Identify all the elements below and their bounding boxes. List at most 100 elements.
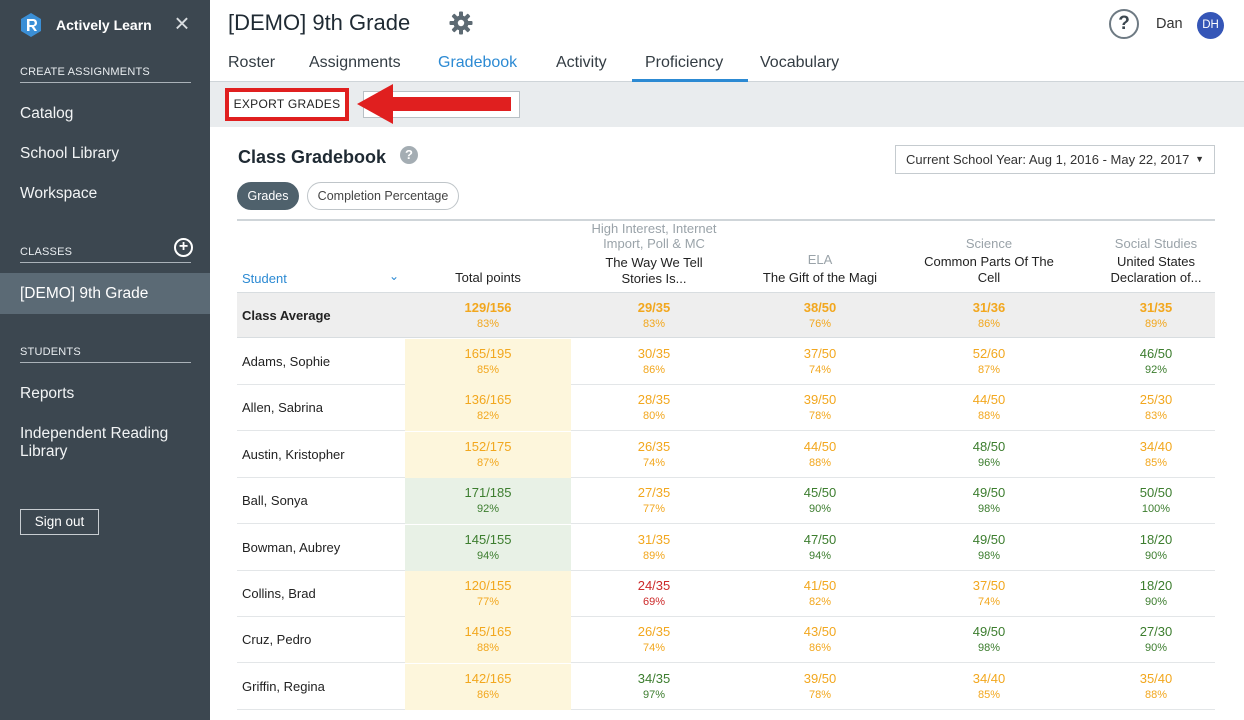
grade-cell[interactable]: 136/165 82% (405, 385, 571, 432)
grade-cell[interactable]: 45/50 90% (737, 478, 903, 524)
grade-cell[interactable]: 120/155 77% (405, 571, 571, 617)
tab-vocabulary[interactable]: Vocabulary (760, 54, 840, 71)
grade-cell[interactable]: 38/50 76% (737, 293, 903, 339)
student-column-header[interactable]: Student (242, 271, 287, 286)
close-icon[interactable]: × (174, 8, 190, 38)
grade-cell[interactable]: 43/50 86% (737, 617, 903, 663)
grade-percent: 86% (476, 688, 500, 701)
grade-cell[interactable]: 37/50 74% (737, 339, 903, 385)
grade-cell[interactable]: 39/50 78% (737, 664, 903, 710)
student-name[interactable]: Austin, Kristopher (242, 446, 345, 462)
grade-cell[interactable]: 27/35 77% (571, 478, 737, 524)
column-header-assignment[interactable]: Social Studies United States Declaration… (1075, 219, 1237, 291)
grade-cell[interactable]: 49/50 98% (907, 617, 1071, 663)
gradebook-help-icon[interactable]: ? (400, 146, 418, 164)
column-header-total-points[interactable]: Total points (405, 219, 571, 291)
table-row[interactable]: Austin, Kristopher 152/175 87% 26/35 74% 44/5… (237, 431, 1215, 478)
grade-cell[interactable]: 165/195 85% (405, 339, 571, 385)
grade-cell[interactable]: 44/50 88% (907, 385, 1071, 431)
school-year-select[interactable]: Current School Year: Aug 1, 2016 - May 2… (895, 145, 1215, 174)
column-header-assignment[interactable]: ELA The Gift of the Magi (737, 219, 903, 291)
grade-cell[interactable]: 152/175 87% (405, 431, 571, 478)
grade-cell[interactable]: 28/35 80% (571, 385, 737, 431)
grade-cell[interactable]: 129/156 83% (405, 293, 571, 339)
completion-percentage-view-toggle[interactable]: Completion Percentage (307, 182, 459, 210)
export-grades-button[interactable]: EXPORT GRADES (225, 88, 349, 121)
sidebar-item-catalog[interactable]: Catalog (20, 105, 74, 122)
sign-out-button[interactable]: Sign out (20, 509, 99, 535)
sidebar-item-independent-reading-library[interactable]: Independent Reading Library (20, 425, 169, 460)
table-row[interactable]: Cruz, Pedro 145/165 88% 26/35 74% 43/50 86% 49/… (237, 617, 1215, 664)
grade-cell[interactable]: 27/30 90% (1075, 617, 1237, 663)
sidebar-item-demo-9th-grade[interactable]: [DEMO] 9th Grade (0, 273, 210, 314)
grade-cell[interactable]: 29/35 83% (571, 293, 737, 339)
tab-proficiency[interactable]: Proficiency (645, 54, 724, 71)
column-category: Social Studies (1114, 236, 1198, 251)
table-row[interactable]: Griffin, Regina 142/165 86% 34/35 97% 39/50 78… (237, 663, 1215, 710)
grade-cell[interactable]: 171/185 92% (405, 478, 571, 525)
grade-cell[interactable]: 44/50 88% (737, 432, 903, 478)
table-row[interactable]: Collins, Brad 120/155 77% 24/35 69% 41/50 82% 3… (237, 571, 1215, 617)
student-name[interactable]: Ball, Sonya (242, 493, 308, 509)
gradebook-title: Class Gradebook (238, 147, 387, 167)
grade-score: 129/156 (464, 300, 512, 315)
grade-cell[interactable]: 31/35 89% (1075, 293, 1237, 339)
grade-cell[interactable]: 34/35 97% (571, 664, 737, 710)
table-row[interactable]: Ball, Sonya 171/185 92% 27/35 77% 45/50 90% 49/… (237, 478, 1215, 525)
grade-score: 44/50 (803, 438, 837, 454)
grade-cell[interactable]: 35/40 88% (1075, 664, 1237, 710)
student-name[interactable]: Adams, Sophie (242, 354, 331, 369)
tab-activity[interactable]: Activity (556, 54, 607, 71)
grade-cell[interactable]: 26/35 74% (571, 617, 737, 663)
sidebar-item-school-library[interactable]: School Library (20, 145, 120, 162)
gear-icon[interactable] (449, 11, 473, 35)
grade-cell[interactable]: 41/50 82% (737, 571, 903, 617)
grade-cell[interactable]: 31/36 86% (907, 293, 1071, 339)
tab-roster[interactable]: Roster (228, 54, 276, 71)
tab-gradebook[interactable]: Gradebook (438, 54, 518, 71)
grade-cell[interactable]: 24/35 69% (571, 571, 737, 617)
grade-cell[interactable]: 46/50 92% (1075, 339, 1237, 385)
grades-view-toggle[interactable]: Grades (237, 182, 299, 210)
student-name[interactable]: Collins, Brad (242, 586, 316, 601)
grade-cell[interactable]: 34/40 85% (907, 664, 1071, 710)
grade-cell[interactable]: 145/165 88% (405, 617, 571, 664)
grade-cell[interactable]: 39/50 78% (737, 385, 903, 431)
grade-cell[interactable]: 18/20 90% (1075, 525, 1237, 571)
brand-name: Actively Learn (56, 17, 152, 33)
grade-cell[interactable]: 50/50 100% (1075, 478, 1237, 524)
grade-cell[interactable]: 26/35 74% (571, 432, 737, 478)
grade-cell[interactable]: 30/35 86% (571, 339, 737, 385)
grade-cell[interactable]: 52/60 87% (907, 339, 1071, 385)
grade-cell[interactable]: 48/50 96% (907, 432, 1071, 478)
table-row[interactable]: Adams, Sophie 165/195 85% 30/35 86% 37/50 74% 5… (237, 339, 1215, 385)
sidebar-item-workspace[interactable]: Workspace (20, 185, 98, 202)
grade-cell[interactable]: 47/50 94% (737, 525, 903, 571)
student-name[interactable]: Cruz, Pedro (242, 632, 312, 648)
avatar[interactable]: DH (1197, 12, 1224, 39)
student-name[interactable]: Bowman, Aubrey (242, 539, 341, 555)
grade-cell[interactable]: 31/35 89% (571, 525, 737, 571)
chevron-down-icon[interactable]: ⌄ (389, 269, 400, 283)
grade-cell[interactable]: 49/50 98% (907, 478, 1071, 524)
grade-cell[interactable]: 25/30 83% (1075, 385, 1237, 431)
table-row[interactable]: Bowman, Aubrey 145/155 94% 31/35 89% 47/50 94%… (237, 524, 1215, 571)
grade-cell[interactable]: 37/50 74% (907, 571, 1071, 617)
table-row[interactable]: Allen, Sabrina 136/165 82% 28/35 80% 39/50 78%… (237, 385, 1215, 432)
user-name[interactable]: Dan (1156, 16, 1183, 32)
column-header-assignment[interactable]: High Interest, Internet Import, Poll & M… (571, 219, 737, 291)
help-icon[interactable]: ? (1109, 9, 1139, 39)
column-name: Common Parts Of The Cell (924, 254, 1054, 285)
tab-assignments[interactable]: Assignments (309, 54, 401, 71)
grade-cell[interactable]: 142/165 86% (405, 663, 571, 710)
sidebar-item-reports[interactable]: Reports (20, 385, 75, 402)
student-name[interactable]: Griffin, Regina (242, 678, 325, 694)
grade-cell[interactable]: 34/40 85% (1075, 432, 1237, 478)
grade-cell[interactable]: 145/155 94% (405, 524, 571, 571)
grade-cell[interactable]: 18/20 90% (1075, 571, 1237, 617)
student-name[interactable]: Allen, Sabrina (242, 400, 323, 416)
column-header-assignment[interactable]: Science Common Parts Of The Cell (907, 219, 1071, 291)
add-class-icon[interactable]: + (174, 238, 193, 257)
brand[interactable]: Actively Learn (20, 10, 152, 40)
grade-cell[interactable]: 49/50 98% (907, 525, 1071, 571)
